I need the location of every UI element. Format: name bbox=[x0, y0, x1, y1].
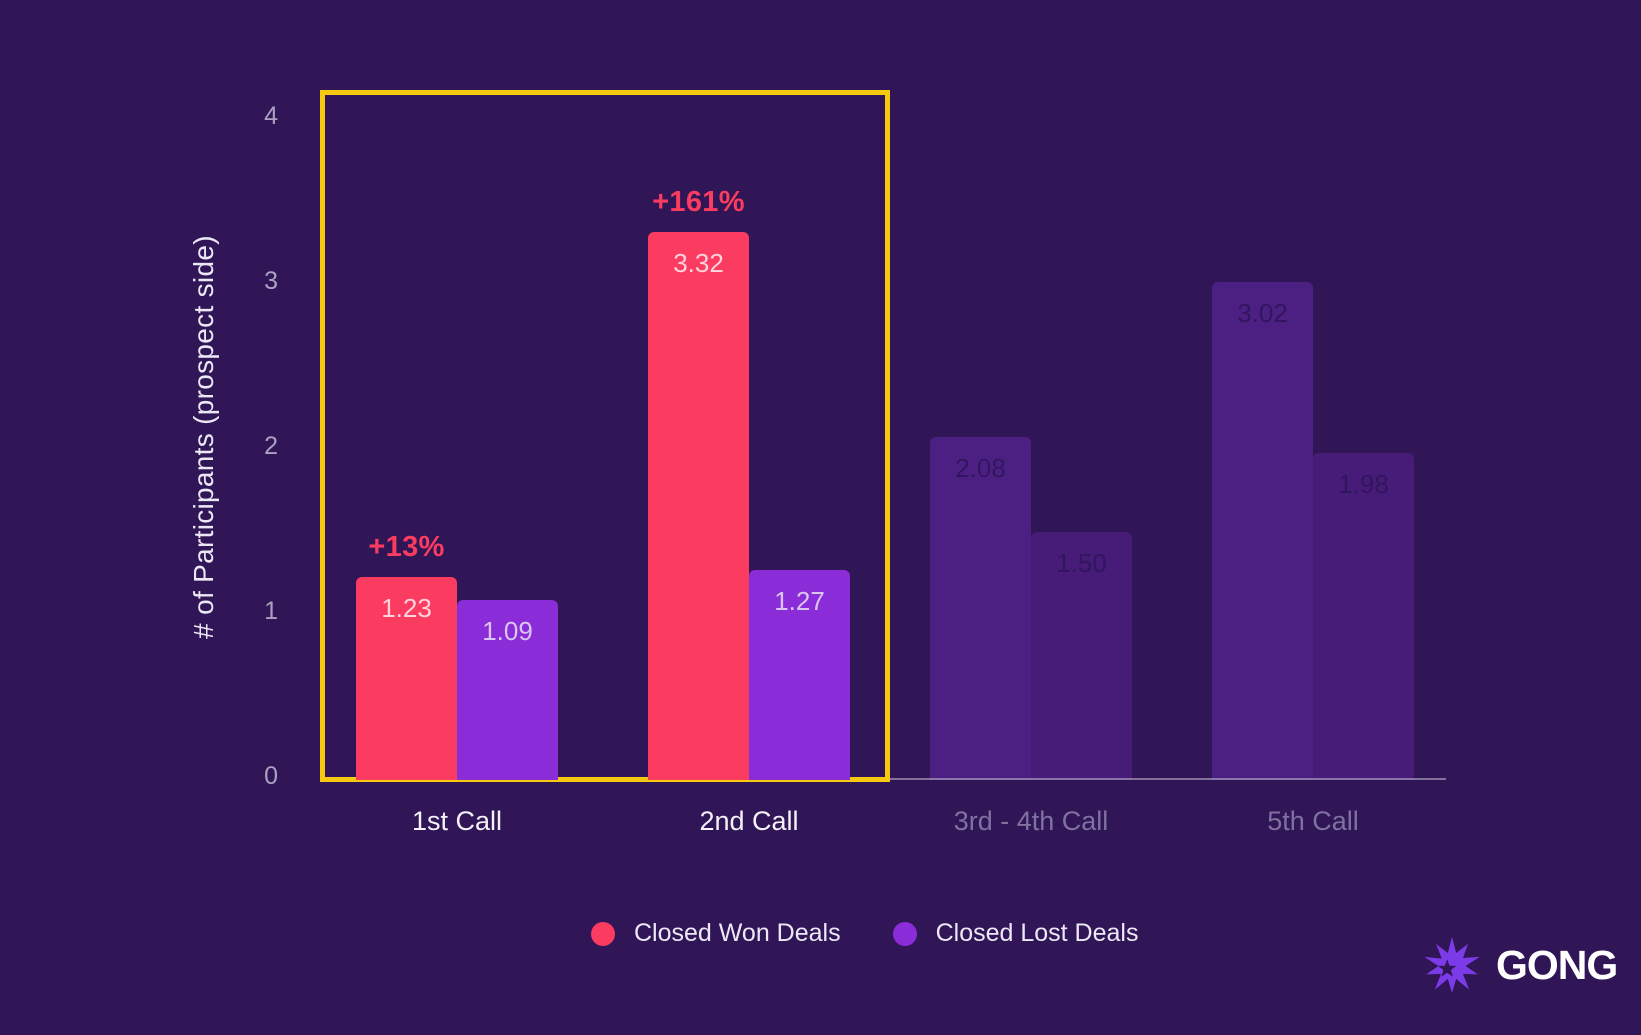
circle-dot-icon bbox=[591, 921, 615, 946]
bar-closed-lost bbox=[457, 600, 558, 780]
bar-value-label: 1.27 bbox=[774, 586, 825, 616]
bar-value-label: 1.23 bbox=[381, 593, 432, 623]
bar-value-label: 3.02 bbox=[1237, 298, 1288, 328]
x-axis-line bbox=[890, 778, 1446, 780]
gong-starburst-icon bbox=[1424, 936, 1480, 994]
bar-closed-lost bbox=[1031, 532, 1132, 780]
bar-closed-won bbox=[648, 232, 749, 780]
x-axis-label: 1st Call bbox=[411, 806, 503, 836]
y-tick-label: 0 bbox=[264, 762, 278, 790]
bar-closed-lost bbox=[749, 570, 850, 780]
x-axis-label: 2nd Call bbox=[699, 806, 799, 836]
bar-closed-won bbox=[1212, 282, 1313, 780]
x-axis-label: 3rd - 4th Call bbox=[953, 806, 1109, 836]
gong-logo: GONG bbox=[1418, 929, 1618, 1001]
y-tick-label: 1 bbox=[264, 597, 278, 625]
annotation-label: +13% bbox=[368, 531, 445, 563]
y-tick-label: 2 bbox=[264, 432, 278, 460]
legend-label: Closed Won Deals bbox=[634, 919, 841, 947]
bar-closed-won bbox=[356, 577, 457, 780]
bar-value-label: 1.98 bbox=[1338, 469, 1389, 499]
bar-value-label: 1.09 bbox=[482, 616, 533, 646]
legend-label: Closed Lost Deals bbox=[935, 919, 1139, 947]
bar-value-label: 3.32 bbox=[673, 248, 724, 278]
annotation-label: +161% bbox=[652, 186, 745, 218]
bar-value-label: 1.50 bbox=[1056, 548, 1107, 578]
legend-item: Closed Won Deals bbox=[591, 919, 841, 948]
legend: Closed Won Deals Closed Lost Deals bbox=[591, 919, 1138, 948]
bar-closed-won bbox=[930, 437, 1031, 780]
y-tick-label: 4 bbox=[264, 102, 278, 130]
legend-item: Closed Lost Deals bbox=[892, 919, 1139, 948]
gong-logo-text: GONG bbox=[1496, 941, 1618, 988]
circle-dot-icon bbox=[892, 921, 917, 946]
y-tick-label: 3 bbox=[264, 267, 278, 295]
x-axis-label: 5th Call bbox=[1267, 806, 1359, 836]
bar-value-label: 2.08 bbox=[955, 453, 1006, 483]
highlight-box bbox=[320, 90, 890, 782]
bar-closed-lost bbox=[1313, 453, 1414, 780]
